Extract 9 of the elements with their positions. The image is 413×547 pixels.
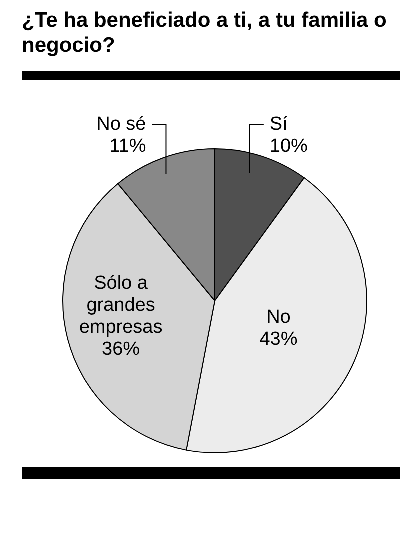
chart-title: ¿Te ha beneficiado a ti, a tu familia o negocio?	[22, 8, 388, 58]
data-label: 11%	[110, 136, 146, 158]
slice-label: Sólo a grandes empresas	[79, 272, 163, 338]
data-label: 36%	[102, 338, 140, 360]
slice-label: No sé	[96, 114, 146, 136]
data-label: 43%	[260, 329, 298, 350]
data-label: 10%	[270, 136, 308, 158]
slice-label: No	[266, 307, 291, 328]
slice-label: Sí	[270, 114, 289, 136]
